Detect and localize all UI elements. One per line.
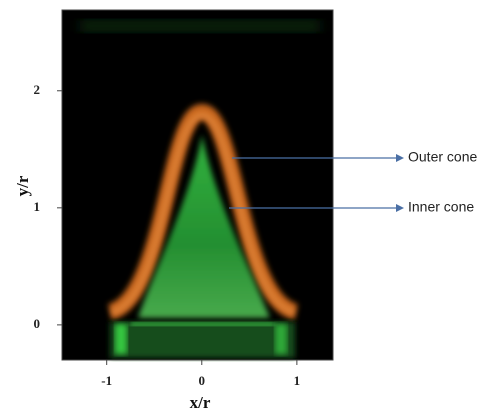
arrow-head [396,204,404,212]
y-tick-label: 1 [34,199,41,214]
arrow-head [396,154,404,162]
y-tick-label: 0 [34,316,41,331]
x-tick-label: 0 [199,373,206,388]
y-tick-label: 2 [34,82,41,97]
annotation-label: Inner cone [408,199,474,215]
annotation-label: Outer cone [408,149,477,165]
x-tick-label: -1 [101,373,112,388]
flame-image [62,10,333,360]
x-axis-label: x/r [190,393,211,412]
x-tick-label: 1 [294,373,301,388]
plot-frame [61,9,334,361]
y-axis-label: y/r [13,175,32,196]
